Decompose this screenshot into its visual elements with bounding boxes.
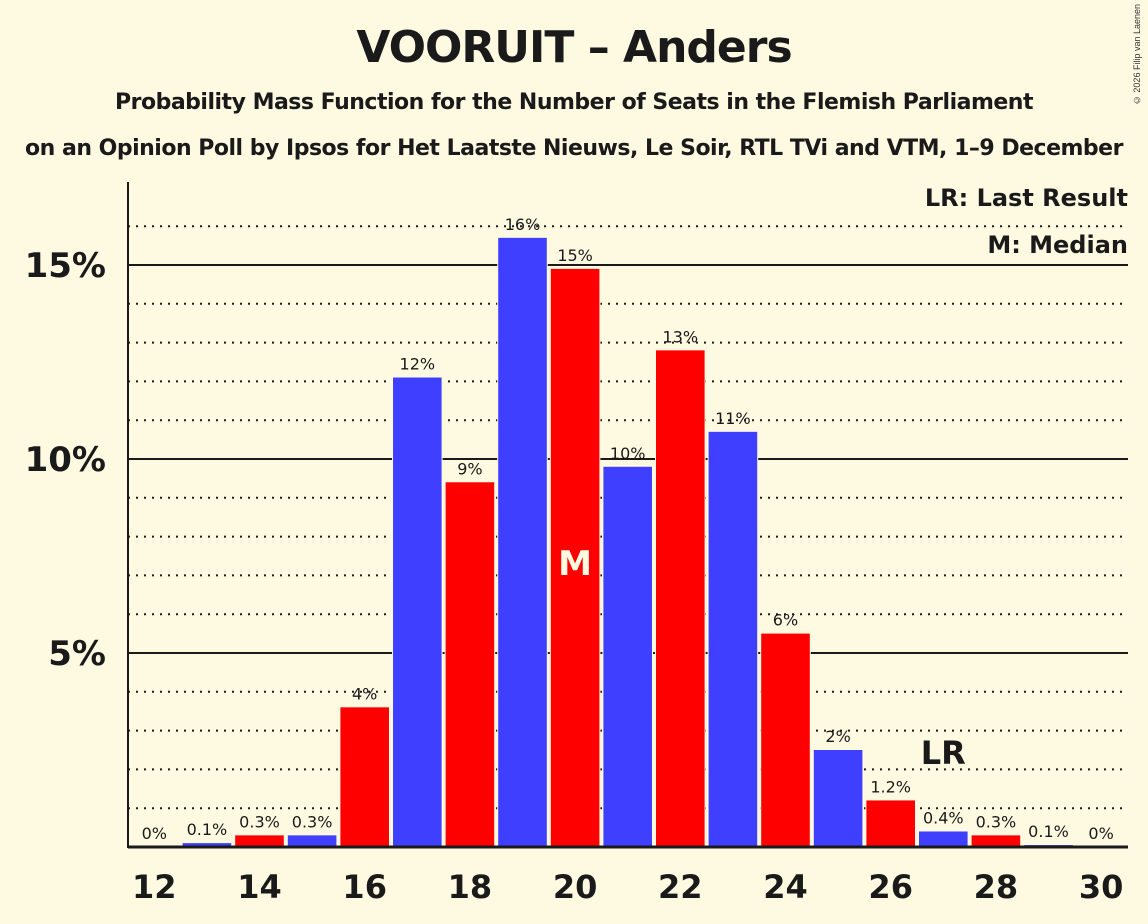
bar-seat-25 xyxy=(813,750,863,847)
bar-seat-19 xyxy=(498,237,547,848)
x-tick-label: 20 xyxy=(553,868,598,906)
bar-value-label: 1.2% xyxy=(870,777,911,796)
bar-seat-20 xyxy=(550,268,600,847)
bar-value-label: 10% xyxy=(610,444,646,463)
x-tick-label: 12 xyxy=(132,868,177,906)
bar-value-label: 0.3% xyxy=(292,812,333,831)
bar-value-label: 6% xyxy=(773,611,798,630)
bar-value-label: 16% xyxy=(505,215,541,234)
bar-seat-13 xyxy=(182,843,232,847)
x-tick-label: 26 xyxy=(868,868,913,906)
x-tick-label: 28 xyxy=(974,868,1019,906)
bar-value-label: 9% xyxy=(457,459,482,478)
legend-last-result: LR: Last Result xyxy=(924,184,1128,212)
x-tick-label: 22 xyxy=(658,868,703,906)
bar-value-label: 0% xyxy=(142,824,167,843)
bar-seat-17 xyxy=(393,377,442,847)
bar-value-label: 0% xyxy=(1088,824,1113,843)
bar-seat-16 xyxy=(340,707,389,847)
bar-value-label: 0.4% xyxy=(923,808,964,827)
last-result-marker: LR xyxy=(921,734,966,772)
legend-median: M: Median xyxy=(987,231,1128,259)
bar-seat-21 xyxy=(603,466,652,847)
bar-value-label: 11% xyxy=(715,409,751,428)
bar-value-label: 0.3% xyxy=(976,812,1017,831)
bar-value-label: 0.3% xyxy=(239,812,280,831)
chart-title: VOORUIT – Anders xyxy=(356,22,792,73)
bar-seat-15 xyxy=(287,835,337,847)
y-tick-label: 15% xyxy=(25,246,106,286)
y-tick-label: 5% xyxy=(48,634,106,674)
bar-value-label: 12% xyxy=(400,355,436,374)
chart-subtitle: Probability Mass Function for the Number… xyxy=(115,90,1033,115)
bar-seat-28 xyxy=(971,835,1021,847)
x-tick-label: 14 xyxy=(237,868,282,906)
bar-seat-22 xyxy=(656,350,705,847)
bar-seat-26 xyxy=(866,800,915,847)
bar-seat-23 xyxy=(708,431,758,847)
x-tick-label: 24 xyxy=(763,868,808,906)
bar-value-label: 4% xyxy=(352,684,377,703)
y-tick-label: 10% xyxy=(25,440,106,480)
bar-value-label: 0.1% xyxy=(1028,822,1069,841)
bar-seat-24 xyxy=(761,633,810,847)
bar-value-label: 2% xyxy=(825,727,850,746)
x-tick-label: 18 xyxy=(448,868,493,906)
bar-value-label: 15% xyxy=(557,246,593,265)
bar-seat-14 xyxy=(235,835,284,847)
bar-value-label: 0.1% xyxy=(187,820,228,839)
x-tick-label: 30 xyxy=(1079,868,1124,906)
chart-source-subtitle: on an Opinion Poll by Ipsos for Het Laat… xyxy=(25,136,1123,161)
bar-seat-27 xyxy=(919,831,968,847)
x-tick-label: 16 xyxy=(342,868,387,906)
bar-value-label: 13% xyxy=(663,327,699,346)
bar-seat-18 xyxy=(445,482,495,847)
median-marker: M xyxy=(558,544,592,584)
